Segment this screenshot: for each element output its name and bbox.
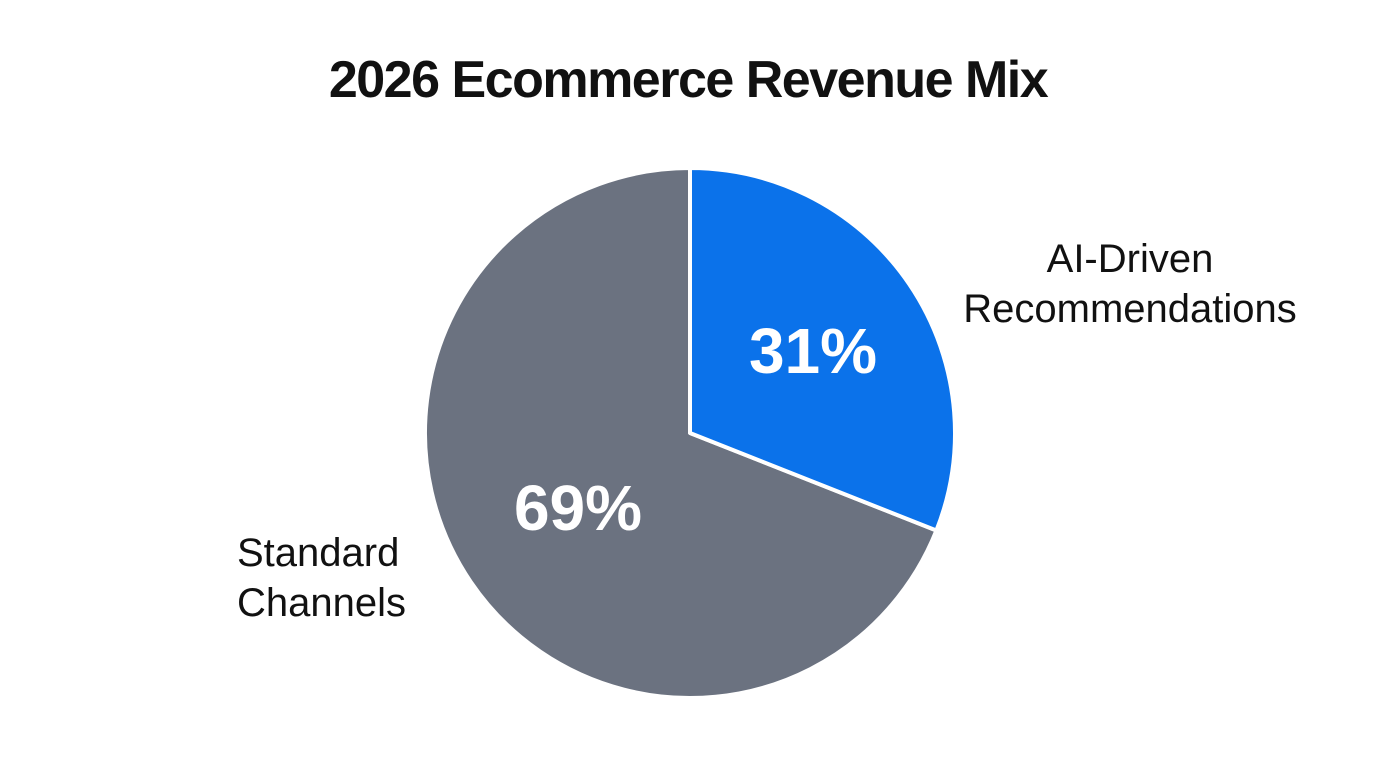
chart-title: 2026 Ecommerce Revenue Mix: [328, 51, 1049, 109]
pie-slice-standard-channels: [423, 166, 939, 700]
pie-chart: 31% 69%: [423, 166, 957, 700]
pie-percent-label-ai-driven: 31%: [749, 315, 877, 387]
pie-percent-label-standard-channels: 69%: [514, 472, 642, 544]
slice-label-standard-channels: Standard Channels: [237, 531, 407, 625]
slice-label-ai-driven: AI-Driven Recommendations: [963, 237, 1297, 331]
pie-slice-ai-driven: [688, 166, 957, 533]
